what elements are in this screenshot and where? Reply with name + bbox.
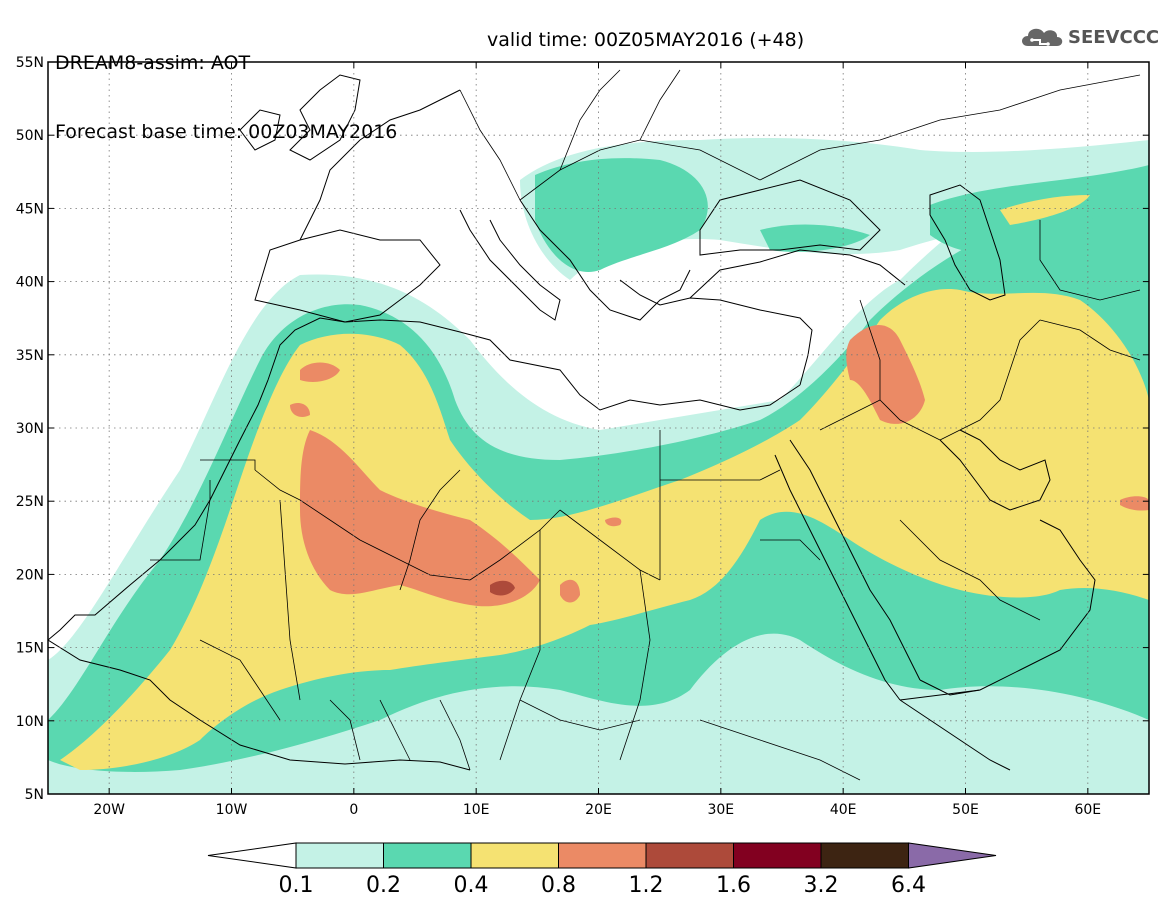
lon-tick-label: 40E	[830, 802, 857, 818]
coastlines	[48, 74, 1096, 771]
colorbar-level-label: 3.2	[804, 873, 839, 898]
lat-tick-label: 35N	[16, 348, 44, 364]
lvl2-area-2	[760, 224, 870, 252]
colorbar-segment	[383, 842, 472, 869]
colorbar-level-label: 0.4	[454, 873, 489, 898]
cloud-icon	[1022, 28, 1063, 46]
lvl4-area-1	[300, 362, 340, 382]
colorbar-segment	[558, 842, 647, 869]
lat-tick-label: 45N	[16, 201, 44, 217]
colorbar-level-label: 1.6	[716, 873, 751, 898]
valid-time-label: valid time: 00Z05MAY2016 (+48)	[487, 29, 805, 51]
lon-tick-label: 20E	[585, 802, 612, 818]
country-borders	[150, 69, 1141, 781]
colorbar: 0.1 0.2 0.4 0.8 1.2 1.6 3.2 6.4	[207, 842, 997, 898]
title-line-1: DREAM8-assim: AOT	[55, 52, 251, 74]
lat-tick-label: 5N	[25, 787, 44, 803]
lat-tick-label: 20N	[16, 567, 44, 583]
seevccc-logo: SEEVCCC	[1018, 22, 1159, 52]
lon-tick-label: 60E	[1074, 802, 1101, 818]
colorbar-segment	[820, 842, 909, 869]
lvl4-area-4	[560, 579, 580, 603]
lvl4-area-2	[290, 403, 310, 417]
colorbar-segment	[733, 842, 822, 869]
lvl5-area-0	[490, 580, 515, 596]
chart-title: DREAM8-assim: AOT Forecast base time: 00…	[55, 6, 804, 190]
lon-tick-label: 50E	[952, 802, 979, 818]
lvl2-area-1	[535, 158, 708, 272]
lvl4-area-6	[1120, 496, 1149, 511]
colorbar-segment	[645, 842, 734, 869]
lat-tick-label: 25N	[16, 494, 44, 510]
lat-tick-label: 10N	[16, 714, 44, 730]
lon-tick-label: 10E	[463, 802, 490, 818]
lon-tick-label: 0	[349, 802, 358, 818]
colorbar-lower-arrow	[207, 842, 297, 869]
lat-tick-label: 55N	[16, 55, 44, 71]
title-line-2: Forecast base time: 00Z03MAY2016	[55, 121, 398, 143]
colorbar-level-label: 1.2	[629, 873, 664, 898]
axis-ticks: 20W 10W 0 10E 20E 30E 40E 50E 60E 55N 50N 45N 40N 35N…	[16, 55, 1149, 818]
colorbar-upper-arrow	[908, 842, 997, 869]
lat-tick-label: 50N	[16, 128, 44, 144]
lon-tick-label: 10W	[216, 802, 248, 818]
lon-tick-label: 20W	[93, 802, 125, 818]
lvl4-area-0	[300, 430, 540, 607]
colorbar-segment	[295, 842, 384, 869]
lvl4-area-5	[605, 517, 622, 527]
colorbar-segment	[470, 842, 559, 869]
lat-tick-label: 30N	[16, 421, 44, 437]
aot-level-0.8	[290, 325, 1149, 607]
colorbar-level-label: 6.4	[891, 873, 926, 898]
colorbar-level-label: 0.2	[366, 873, 401, 898]
graticule	[48, 62, 1149, 794]
colorbar-level-label: 0.1	[279, 873, 314, 898]
lon-tick-label: 30E	[707, 802, 734, 818]
lat-tick-label: 15N	[16, 641, 44, 657]
aot-fields	[48, 69, 1149, 794]
lvl4-area-3	[846, 325, 925, 424]
colorbar-level-label: 0.8	[541, 873, 576, 898]
aot-level-1.2	[490, 580, 515, 596]
logo-text: SEEVCCC	[1068, 26, 1160, 48]
lvl3-area-1	[1000, 195, 1090, 225]
lat-tick-label: 40N	[16, 275, 44, 291]
